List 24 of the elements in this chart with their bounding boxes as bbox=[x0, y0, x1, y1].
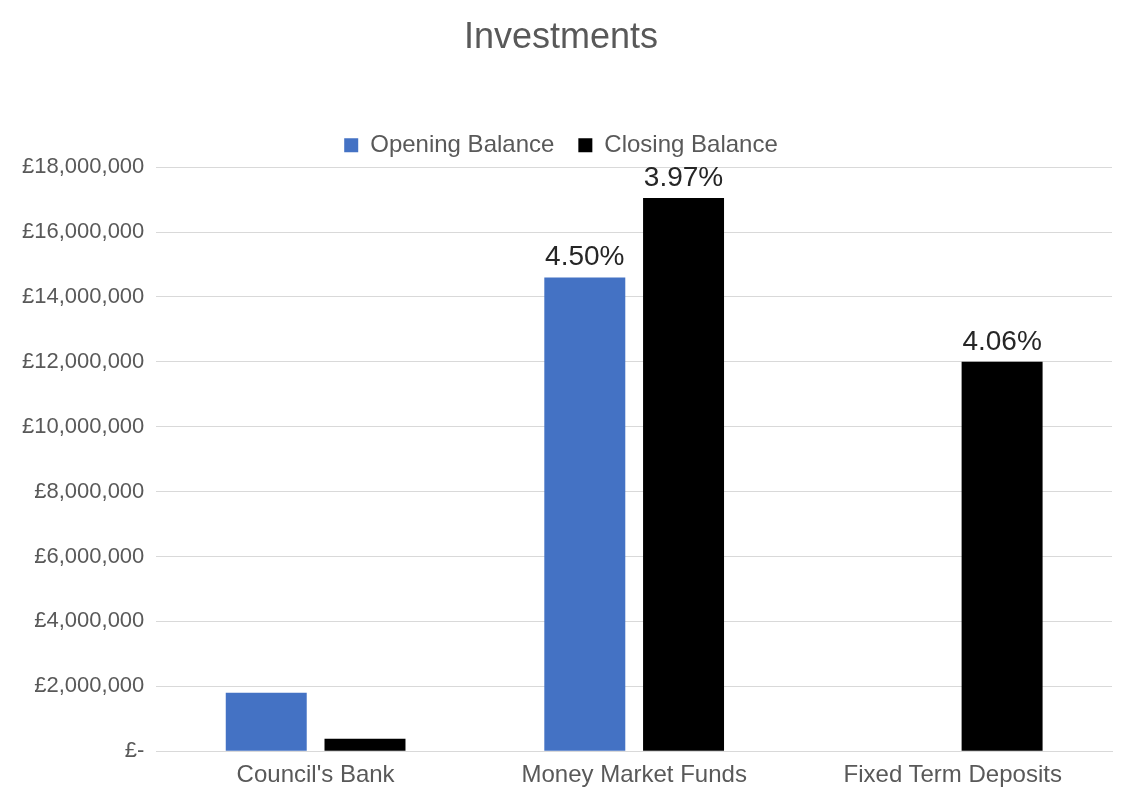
y-tick-label: £6,000,000 bbox=[34, 542, 145, 568]
bar bbox=[225, 692, 307, 751]
y-tick-label: £8,000,000 bbox=[34, 477, 145, 503]
x-tick-label: Fixed Term Deposits bbox=[843, 760, 1062, 788]
y-tick-label: £16,000,000 bbox=[22, 218, 145, 244]
chart-title: Investments bbox=[463, 14, 659, 56]
y-tick-label: £10,000,000 bbox=[22, 412, 145, 438]
legend-label: Closing Balance bbox=[604, 129, 778, 157]
bar bbox=[961, 361, 1043, 751]
y-tick-label: £2,000,000 bbox=[34, 672, 145, 698]
y-tick-label: £12,000,000 bbox=[22, 347, 145, 373]
y-tick-label: £4,000,000 bbox=[34, 607, 145, 633]
bar bbox=[643, 198, 725, 751]
bar bbox=[544, 277, 626, 751]
legend-label: Opening Balance bbox=[370, 129, 555, 157]
annotation: 4.50% bbox=[545, 240, 625, 272]
y-tick-label: £- bbox=[124, 737, 145, 763]
x-tick-label: Council's Bank bbox=[236, 760, 396, 788]
bar bbox=[324, 738, 406, 751]
annotation: 3.97% bbox=[643, 160, 724, 192]
x-tick-label: Money Market Funds bbox=[521, 760, 747, 788]
y-tick-label: £14,000,000 bbox=[22, 283, 145, 309]
annotation: 4.06% bbox=[962, 324, 1042, 356]
y-tick-label: £18,000,000 bbox=[22, 153, 145, 179]
